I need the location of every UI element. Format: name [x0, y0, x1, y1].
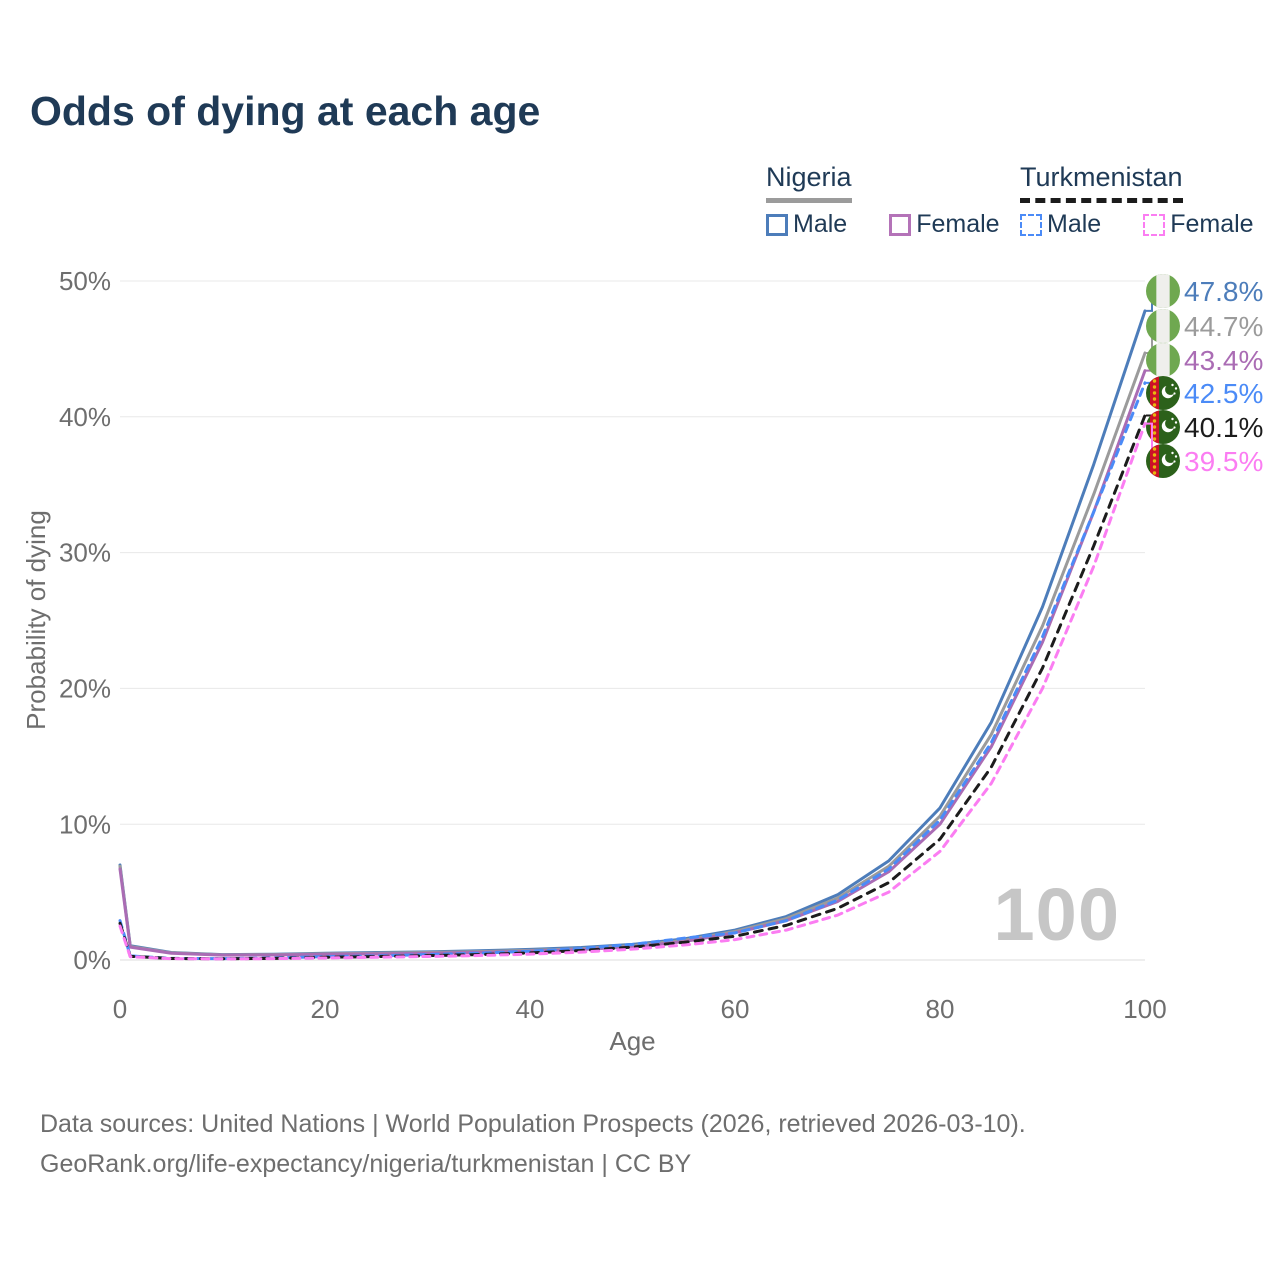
legend-item-nigeria-female[interactable]: Female	[889, 210, 1000, 239]
series-line-turkmenistan-female[interactable]	[118, 422, 1147, 961]
legend-country-turkmenistan[interactable]: Turkmenistan	[1020, 162, 1183, 203]
series-line-turkmenistan-male[interactable]	[118, 381, 1147, 961]
y-axis-tick-label: 40%	[59, 402, 111, 432]
end-value-label: 43.4%	[1184, 345, 1263, 376]
turkmenistan-flag-icon	[1146, 444, 1180, 478]
end-value-label: 40.1%	[1184, 412, 1263, 443]
footer-line-2: GeoRank.org/life-expectancy/nigeria/turk…	[40, 1150, 692, 1178]
nigeria-female-swatch-icon	[889, 213, 912, 236]
odds-of-dying-chart[interactable]: 0% 10% 20% 30% 40% 50% 0 20 40 60 80 100 Age Probabil…	[0, 0, 1280, 1080]
turkmenistan-female-swatch-icon	[1143, 213, 1166, 236]
y-axis-tick-label: 10%	[59, 809, 111, 839]
series-line-nigeria-female[interactable]	[118, 369, 1147, 957]
nigeria-male-swatch-icon	[766, 213, 788, 236]
legend-item-label: Female	[916, 210, 1000, 238]
y-axis-tick-label: 0%	[73, 945, 111, 975]
y-axis-tick-label: 20%	[59, 674, 111, 704]
end-value-label: 42.5%	[1184, 378, 1263, 409]
x-axis-tick-label: 40	[516, 994, 545, 1024]
age-counter-watermark: 100	[993, 873, 1120, 956]
legend-country-nigeria[interactable]: Nigeria	[766, 162, 852, 203]
legend-item-label: Male	[1047, 210, 1102, 238]
end-value-label: 39.5%	[1184, 446, 1263, 477]
legend-item-nigeria-male[interactable]: Male	[766, 210, 847, 239]
x-axis-tick-label: 0	[113, 994, 127, 1024]
x-axis-tick-label: 80	[926, 994, 955, 1024]
page-title: Odds of dying at each age	[30, 88, 541, 134]
legend-item-turkmenistan-female[interactable]: Female	[1143, 210, 1254, 239]
data-sources-footer: Data sources: United Nations | World Pop…	[40, 1104, 1026, 1184]
y-axis-tick-label: 50%	[59, 266, 111, 296]
legend-item-label: Female	[1170, 210, 1254, 238]
turkmenistan-male-swatch-icon	[1020, 213, 1042, 236]
x-axis-tick-label: 60	[721, 994, 750, 1024]
nigeria-flag-icon	[1146, 309, 1180, 343]
nigeria-flag-icon	[1146, 343, 1180, 377]
footer-line-1: Data sources: United Nations | World Pop…	[40, 1110, 1026, 1138]
end-value-label: 47.8%	[1184, 276, 1263, 307]
turkmenistan-flag-icon	[1146, 376, 1180, 410]
series-line-turkmenistan-both-sexes[interactable]	[118, 413, 1147, 961]
legend-item-label: Male	[793, 210, 848, 238]
y-axis-tick-label: 30%	[59, 538, 111, 568]
series-line-nigeria-male[interactable]	[118, 309, 1147, 957]
x-axis-title: Age	[609, 1026, 655, 1056]
x-axis-tick-label: 20	[311, 994, 340, 1024]
x-axis-tick-label: 100	[1123, 994, 1166, 1024]
y-axis-title: Probability of dying	[21, 510, 51, 730]
nigeria-flag-icon	[1146, 274, 1180, 308]
end-value-label: 44.7%	[1184, 311, 1263, 342]
series-line-nigeria-both-sexes[interactable]	[118, 351, 1147, 957]
legend-group-nigeria: Nigeria Male Female	[766, 162, 1000, 239]
legend-group-turkmenistan: Turkmenistan Male Female	[1020, 162, 1254, 239]
legend-item-turkmenistan-male[interactable]: Male	[1020, 210, 1101, 239]
